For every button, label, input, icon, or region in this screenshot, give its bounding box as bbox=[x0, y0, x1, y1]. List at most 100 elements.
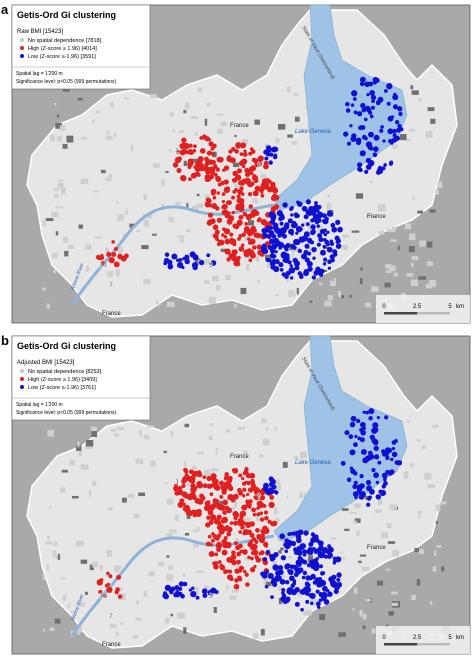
cluster-dot bbox=[299, 543, 305, 549]
cluster-dot bbox=[229, 521, 234, 525]
building-patch bbox=[349, 294, 352, 298]
cluster-dot bbox=[307, 251, 312, 256]
building-patch bbox=[381, 532, 389, 539]
building-patch bbox=[410, 279, 419, 287]
building-patch bbox=[64, 250, 69, 257]
cluster-dot bbox=[259, 497, 263, 501]
cluster-dot bbox=[210, 170, 216, 176]
building-patch bbox=[409, 128, 416, 132]
building-patch bbox=[236, 564, 242, 568]
cluster-dot bbox=[249, 539, 253, 544]
cluster-dot bbox=[230, 252, 237, 259]
cluster-dot bbox=[222, 227, 226, 232]
building-patch bbox=[168, 565, 173, 571]
cluster-dot bbox=[205, 541, 211, 547]
cluster-dot bbox=[223, 536, 228, 541]
cluster-dot bbox=[168, 588, 174, 593]
cluster-dot bbox=[345, 108, 351, 113]
building-patch bbox=[113, 133, 117, 137]
building-patch bbox=[301, 222, 308, 226]
cluster-dot bbox=[336, 238, 342, 244]
cluster-dot bbox=[364, 169, 369, 174]
building-patch bbox=[52, 252, 58, 259]
cluster-dot bbox=[171, 253, 178, 260]
cluster-dot bbox=[189, 251, 196, 258]
building-patch bbox=[408, 246, 415, 253]
building-patch bbox=[393, 272, 399, 277]
building-patch bbox=[195, 131, 198, 136]
scale-bar bbox=[417, 312, 450, 315]
building-patch bbox=[100, 169, 106, 174]
building-patch bbox=[296, 287, 299, 295]
building-patch bbox=[264, 492, 267, 497]
cluster-dot bbox=[279, 533, 286, 540]
legend-item: High (Z-score ≥ 1.96) [3409] bbox=[28, 377, 97, 383]
cluster-dot bbox=[348, 434, 354, 439]
building-patch bbox=[57, 179, 64, 182]
building-patch bbox=[365, 599, 372, 602]
cluster-dot bbox=[274, 250, 278, 254]
cluster-dot bbox=[287, 218, 293, 224]
cluster-dot bbox=[390, 115, 395, 119]
cluster-dot bbox=[358, 493, 365, 500]
cluster-dot bbox=[103, 594, 108, 598]
cluster-dot bbox=[349, 421, 356, 428]
cluster-dot bbox=[391, 446, 395, 451]
lake-label: Lake Geneva bbox=[295, 460, 331, 466]
cluster-dot bbox=[210, 514, 217, 521]
cluster-dot bbox=[270, 259, 276, 265]
cluster-dot bbox=[323, 554, 329, 559]
building-patch bbox=[60, 577, 66, 580]
cluster-dot bbox=[113, 246, 118, 251]
cluster-dot bbox=[304, 581, 310, 586]
cluster-dot bbox=[363, 136, 368, 141]
cluster-dot bbox=[206, 515, 211, 520]
building-patch bbox=[130, 144, 134, 151]
scale-tick: 0 bbox=[382, 635, 386, 641]
cluster-dot bbox=[216, 520, 222, 525]
cluster-dot bbox=[308, 541, 314, 547]
cluster-dot bbox=[292, 245, 297, 250]
cluster-dot bbox=[271, 243, 278, 250]
cluster-dot bbox=[241, 520, 246, 526]
building-patch bbox=[91, 431, 98, 438]
building-patch bbox=[215, 447, 218, 455]
building-patch bbox=[115, 269, 120, 277]
cluster-dot bbox=[279, 578, 286, 585]
building-patch bbox=[237, 426, 245, 430]
cluster-dot bbox=[357, 162, 363, 168]
cluster-dot bbox=[211, 538, 215, 543]
cluster-dot bbox=[250, 149, 256, 154]
cluster-dot bbox=[287, 260, 292, 265]
cluster-dot bbox=[363, 117, 368, 122]
cluster-dot bbox=[247, 180, 254, 188]
building-patch bbox=[210, 468, 219, 472]
cluster-dot bbox=[184, 254, 190, 260]
building-patch bbox=[49, 505, 52, 509]
cluster-dot bbox=[264, 570, 269, 575]
cluster-dot bbox=[188, 469, 194, 475]
cluster-dot bbox=[219, 564, 226, 571]
cluster-dot bbox=[323, 257, 328, 262]
building-patch bbox=[297, 592, 302, 597]
cluster-dot bbox=[279, 213, 285, 219]
cluster-dot bbox=[242, 531, 246, 536]
cluster-dot bbox=[218, 156, 224, 163]
building-patch bbox=[272, 561, 278, 567]
building-patch bbox=[242, 517, 251, 524]
cluster-dot bbox=[365, 105, 371, 111]
cluster-dot bbox=[227, 200, 232, 206]
cluster-dot bbox=[268, 476, 274, 482]
building-patch bbox=[422, 445, 426, 450]
cluster-dot bbox=[242, 569, 247, 574]
building-patch bbox=[91, 426, 97, 433]
lake-label: Lake Geneva bbox=[295, 129, 331, 135]
building-patch bbox=[169, 529, 177, 533]
building-patch bbox=[204, 118, 208, 126]
cluster-dot bbox=[211, 502, 217, 509]
building-patch bbox=[289, 537, 295, 540]
cluster-dot bbox=[284, 539, 288, 543]
building-patch bbox=[168, 217, 174, 223]
building-patch bbox=[294, 456, 299, 460]
cluster-dot bbox=[183, 493, 189, 499]
